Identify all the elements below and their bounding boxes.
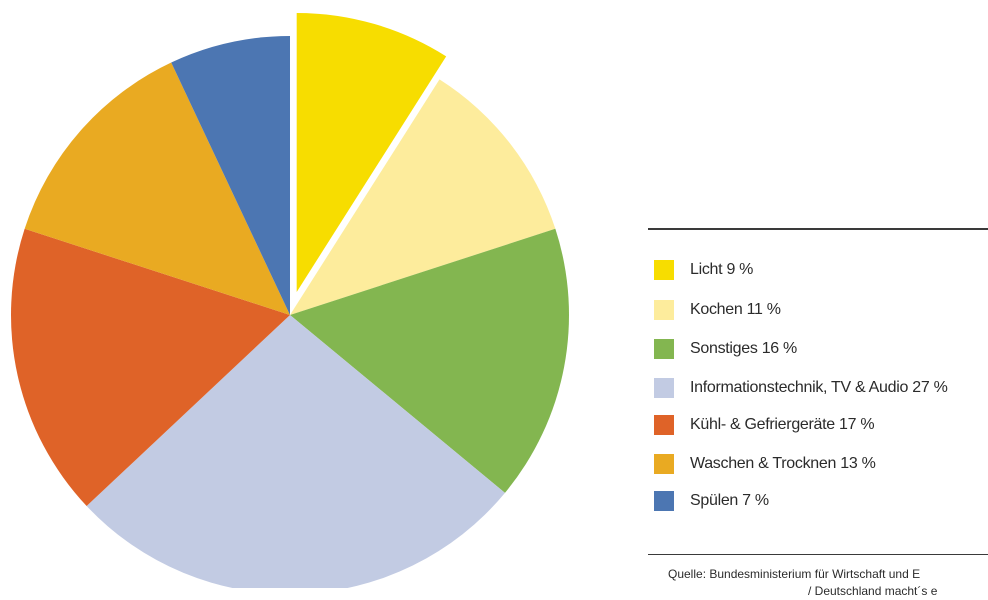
pie-slice-kochen xyxy=(290,79,556,315)
pie-slice-waschen-trocknen xyxy=(24,62,290,315)
legend-swatch xyxy=(654,415,674,435)
legend-item-licht: Licht 9 % xyxy=(654,260,753,280)
source-divider xyxy=(648,554,988,555)
legend: Licht 9 % Kochen 11 % Sonstiges 16 % Inf… xyxy=(648,228,988,518)
legend-swatch xyxy=(654,378,674,398)
legend-swatch xyxy=(654,491,674,511)
pie-slice-sonstiges xyxy=(290,228,569,493)
legend-label: Waschen & Trocknen 13 % xyxy=(690,455,876,472)
legend-label: Kühl- & Gefriergeräte 17 % xyxy=(690,416,875,433)
pie-slice-informationstechnik xyxy=(86,315,505,588)
legend-item-kochen: Kochen 11 % xyxy=(654,300,781,320)
pie-slice-spuelen xyxy=(171,36,290,315)
legend-swatch xyxy=(654,454,674,474)
legend-label: Spülen 7 % xyxy=(690,492,769,509)
legend-item-kuehl-gefriergeraete: Kühl- & Gefriergeräte 17 % xyxy=(654,415,875,435)
pie-slice-kuehl-gefriergeraete xyxy=(11,228,290,506)
source-line-1: Quelle: Bundesministerium für Wirtschaft… xyxy=(668,567,921,581)
legend-label: Informationstechnik, TV & Audio 27 % xyxy=(690,379,948,396)
pie-slice-licht xyxy=(296,12,447,292)
legend-item-spuelen: Spülen 7 % xyxy=(654,491,769,511)
legend-item-informationstechnik: Informationstechnik, TV & Audio 27 % xyxy=(654,378,948,398)
legend-label: Sonstiges 16 % xyxy=(690,340,797,357)
legend-label: Licht 9 % xyxy=(690,261,754,278)
legend-swatch xyxy=(654,339,674,359)
legend-swatch xyxy=(654,300,674,320)
legend-list: Licht 9 % Kochen 11 % Sonstiges 16 % Inf… xyxy=(648,230,988,518)
legend-item-waschen-trocknen: Waschen & Trocknen 13 % xyxy=(654,454,876,474)
legend-label: Kochen 11 % xyxy=(690,301,781,318)
legend-swatch xyxy=(654,260,674,280)
legend-item-sonstiges: Sonstiges 16 % xyxy=(654,339,797,359)
source-line-2: / Deutschland macht´s e xyxy=(808,584,938,598)
source-note: Quelle: Bundesministerium für Wirtschaft… xyxy=(668,566,988,600)
